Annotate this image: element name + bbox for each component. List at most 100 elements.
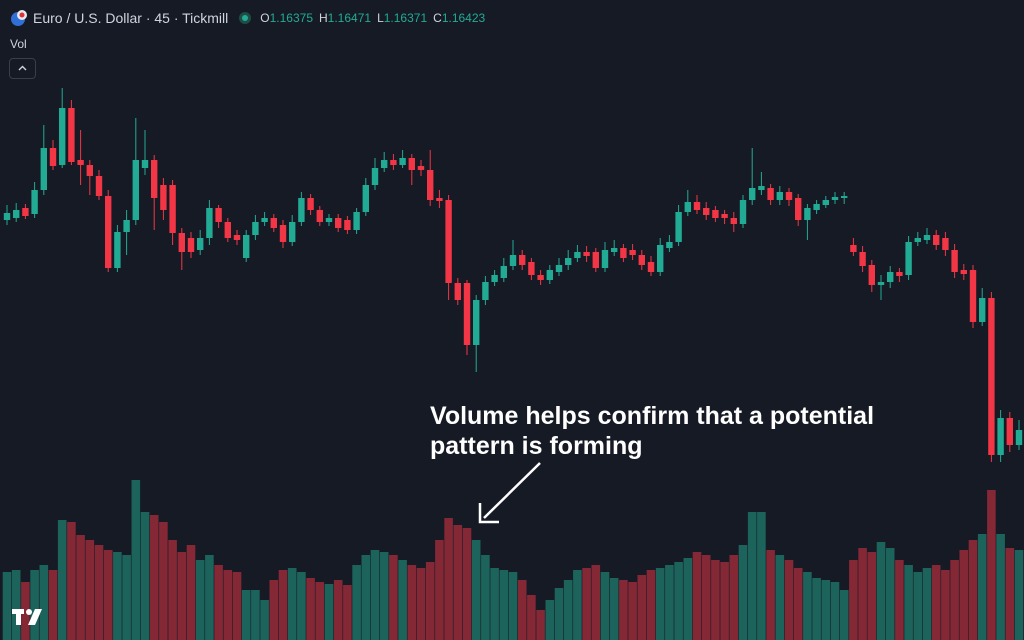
- candle-body: [611, 248, 618, 252]
- volume-bar: [582, 568, 591, 640]
- ohlc-item: O1.16375: [260, 11, 313, 25]
- annotation-text: Volume helps confirm that a potential: [430, 402, 874, 430]
- candle-body: [951, 250, 958, 272]
- volume-bar: [775, 555, 785, 640]
- volume-bar: [766, 550, 775, 640]
- volume-bar: [21, 582, 30, 640]
- volume-bar: [48, 570, 58, 640]
- candle-body: [417, 166, 425, 170]
- volume-bar: [195, 560, 205, 640]
- candle-body: [362, 185, 369, 212]
- ohlc-key: C: [433, 11, 442, 25]
- candle-body: [528, 262, 535, 275]
- volume-bar: [729, 555, 739, 640]
- volume-bar: [959, 550, 969, 640]
- candle-body: [445, 200, 452, 283]
- volume-bar: [637, 575, 647, 640]
- volume-bar: [793, 568, 803, 640]
- candle-body: [933, 235, 940, 245]
- volume-bar: [913, 572, 923, 640]
- candle-body: [960, 270, 967, 274]
- volume-bar: [545, 600, 555, 640]
- candle-body: [693, 202, 701, 210]
- volume-bar: [94, 545, 104, 640]
- candle-body: [749, 188, 756, 200]
- candle-body: [335, 218, 342, 228]
- candle-body: [969, 270, 977, 322]
- candle-body: [1015, 430, 1023, 445]
- candle-body: [187, 238, 195, 252]
- volume-bar: [103, 550, 113, 640]
- tv-logo: [12, 609, 42, 625]
- volume-bar: [849, 560, 858, 640]
- candle-body: [666, 242, 673, 248]
- volume-bar: [425, 562, 435, 640]
- volume-bar: [922, 568, 932, 640]
- ohlc-item: L1.16371: [377, 11, 427, 25]
- candle-body: [160, 185, 167, 210]
- volume-bar: [885, 548, 895, 640]
- candle-body: [169, 185, 176, 233]
- volume-bar: [223, 570, 233, 640]
- volume-bar: [205, 555, 214, 640]
- candle-body: [896, 272, 903, 276]
- candle-body: [215, 208, 222, 222]
- volume-bar: [471, 540, 481, 640]
- candle-body: [399, 158, 406, 165]
- candle-body: [279, 225, 287, 242]
- candle-body: [979, 298, 986, 322]
- volume-bar: [499, 570, 509, 640]
- ohlc-value: 1.16375: [269, 11, 313, 25]
- candle-body: [454, 283, 461, 300]
- candle-body: [767, 188, 774, 200]
- candle-body: [868, 265, 875, 285]
- candle-body: [887, 272, 894, 282]
- candle-body: [914, 238, 921, 242]
- candle-body: [592, 252, 599, 268]
- volume-bar: [757, 512, 766, 640]
- candle-body: [712, 210, 719, 218]
- candle-body: [546, 270, 553, 280]
- volume-bar: [941, 570, 950, 640]
- volume-bar: [260, 600, 269, 640]
- volume-bar: [1005, 548, 1015, 640]
- ohlc-key: O: [260, 11, 270, 25]
- candle-body: [1006, 418, 1013, 445]
- volume-bar: [858, 548, 867, 640]
- volume-bar: [269, 580, 279, 640]
- candle-body: [942, 238, 949, 250]
- candle-body: [197, 238, 204, 250]
- annotation-text: pattern is forming: [430, 432, 643, 460]
- volume-bar: [830, 582, 840, 640]
- volume-bar: [609, 578, 619, 640]
- candle-body: [307, 198, 314, 210]
- volume-bar: [646, 570, 656, 640]
- candle-body: [555, 265, 563, 272]
- volume-bar: [968, 540, 978, 640]
- candle-body: [730, 218, 737, 224]
- candle-body: [344, 220, 351, 230]
- candle-body: [436, 198, 443, 201]
- collapse-button[interactable]: [9, 58, 36, 79]
- candle-body: [583, 252, 590, 256]
- volume-bar: [554, 588, 564, 640]
- volume-bar: [177, 552, 187, 640]
- volume-bar: [361, 555, 371, 640]
- candle-body: [776, 192, 783, 200]
- arrow-head: [478, 503, 499, 524]
- volume-bar: [186, 545, 196, 640]
- candle-body: [353, 212, 360, 230]
- candle-body: [427, 170, 434, 200]
- caret-icon: [18, 65, 27, 71]
- volume-bar: [665, 565, 674, 640]
- ohlc-item: C1.16423: [433, 11, 485, 25]
- candle-body: [859, 252, 866, 266]
- volume-bar: [977, 534, 987, 640]
- candle-body: [638, 255, 645, 265]
- volume-bar: [536, 610, 545, 640]
- volume-bar: [481, 555, 490, 640]
- volume-bar: [720, 562, 729, 640]
- volume-bar: [324, 584, 334, 640]
- volume-bar: [333, 580, 343, 640]
- candle-body: [841, 196, 848, 198]
